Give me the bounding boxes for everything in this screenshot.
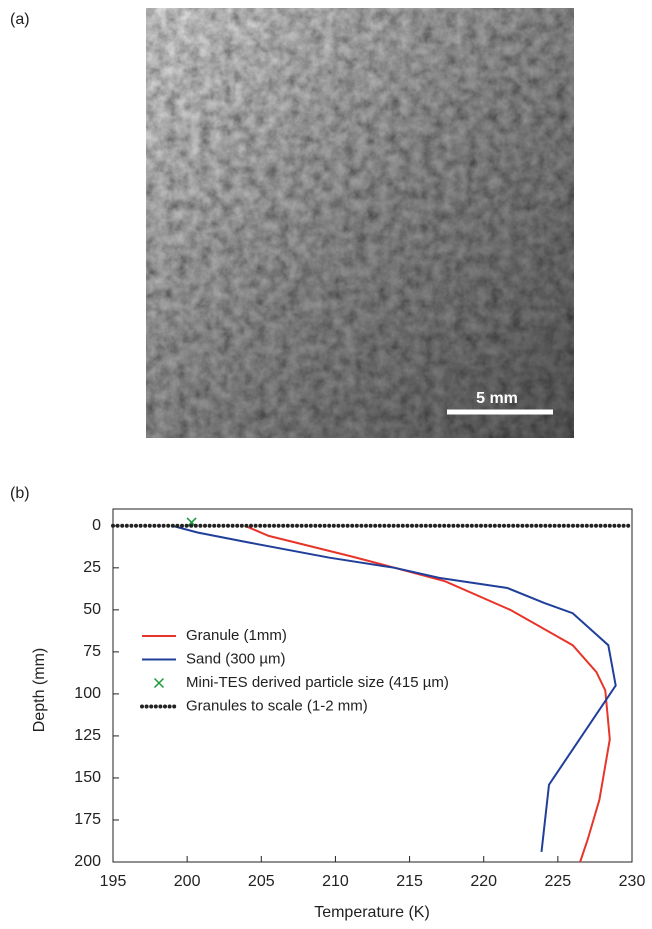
panel-label: (b): [10, 485, 30, 502]
x-axis-title: Temperature (K): [314, 904, 430, 921]
y-tick-label: 50: [83, 601, 101, 618]
legend-label: Mini-TES derived particle size (415 µm): [186, 674, 449, 691]
x-tick-label: 205: [248, 873, 275, 890]
x-tick-label: 215: [396, 873, 423, 890]
x-tick-label: 195: [100, 873, 127, 890]
y-tick-label: 200: [74, 853, 101, 870]
scale-bar-label: 5 mm: [476, 390, 518, 407]
x-tick-label: 210: [322, 873, 349, 890]
x-tick-label: 230: [619, 873, 646, 890]
y-tick-label: 100: [74, 685, 101, 702]
y-tick-label: 175: [74, 811, 101, 828]
y-tick-label: 25: [83, 559, 101, 576]
y-tick-label: 125: [74, 727, 101, 744]
photo: [146, 8, 574, 438]
x-tick-label: 220: [470, 873, 497, 890]
figure: (a) 5 mm (b) Temperature (K) Depth (mm) …: [0, 0, 652, 924]
legend-symbol: [155, 679, 164, 688]
y-tick-label: 75: [83, 643, 101, 660]
x-tick-label: 200: [174, 873, 201, 890]
legend-label: Granule (1mm): [186, 627, 287, 644]
panel-label: (a): [10, 11, 30, 28]
x-tick-label: 225: [545, 873, 572, 890]
legend-label: Granules to scale (1-2 mm): [186, 697, 368, 714]
y-axis-title: Depth (mm): [31, 648, 48, 732]
plot-area: 195 200 205 210 215 220 225 230 0 25 50 75 100 125 150…: [74, 517, 645, 890]
y-tick-label: 0: [92, 517, 101, 534]
y-tick-label: 150: [74, 769, 101, 786]
legend-label: Sand (300 µm): [186, 650, 286, 667]
